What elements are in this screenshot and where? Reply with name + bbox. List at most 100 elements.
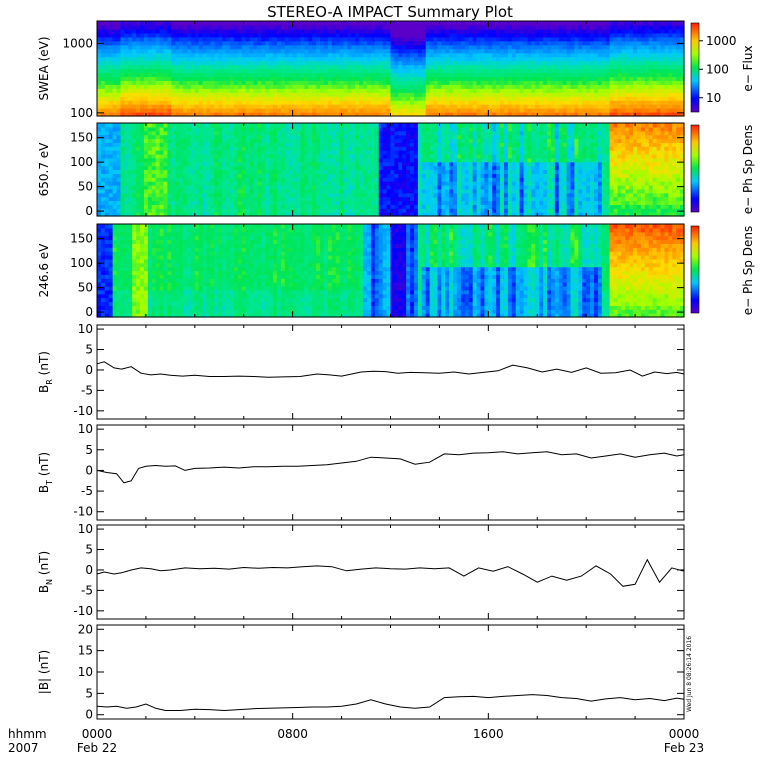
heatmap-cell bbox=[155, 24, 161, 30]
heatmap-cell bbox=[233, 48, 239, 54]
heatmap-cell bbox=[175, 154, 180, 159]
heatmap-cell bbox=[280, 204, 286, 209]
heatmap-cell bbox=[550, 24, 556, 30]
heatmap-cell bbox=[288, 60, 294, 66]
heatmap-cell bbox=[147, 165, 153, 171]
heatmap-cell bbox=[503, 48, 509, 54]
heatmap-cell bbox=[179, 165, 184, 171]
heatmap-cell bbox=[300, 204, 305, 209]
heatmap-cell bbox=[308, 92, 313, 97]
heatmap-cell bbox=[355, 28, 360, 34]
heatmap-cell bbox=[570, 112, 576, 117]
heatmap-cell bbox=[245, 146, 251, 151]
heatmap-cell bbox=[284, 76, 290, 81]
heatmap-cell bbox=[288, 157, 294, 163]
heatmap-cell bbox=[296, 112, 302, 117]
heatmap-cell bbox=[257, 204, 262, 209]
heatmap-cell bbox=[190, 169, 196, 174]
heatmap-cell bbox=[621, 84, 626, 89]
heatmap-cell bbox=[507, 76, 513, 81]
heatmap-cell bbox=[374, 72, 380, 78]
heatmap-cell bbox=[245, 108, 251, 113]
heatmap-cell bbox=[269, 154, 274, 159]
heatmap-cell bbox=[226, 24, 231, 30]
heatmap-cell bbox=[210, 21, 215, 26]
heatmap-cell bbox=[194, 134, 200, 140]
heatmap-cell bbox=[249, 28, 255, 34]
heatmap-cell bbox=[398, 64, 403, 70]
heatmap-cell bbox=[472, 32, 478, 38]
heatmap-cell bbox=[523, 24, 529, 30]
heatmap-cell bbox=[468, 64, 474, 70]
heatmap-cell bbox=[562, 52, 568, 58]
heatmap-cell bbox=[210, 154, 215, 159]
heatmap-cell bbox=[547, 72, 552, 78]
heatmap-cell bbox=[464, 92, 470, 97]
heatmap-cell bbox=[668, 21, 673, 26]
heatmap-cell bbox=[183, 48, 188, 54]
heatmap-cell bbox=[269, 142, 274, 147]
heatmap-cell bbox=[171, 208, 176, 213]
heatmap-cell bbox=[116, 134, 122, 140]
heatmap-cell bbox=[116, 142, 122, 147]
heatmap-cell bbox=[515, 48, 521, 54]
heatmap-cell bbox=[171, 40, 176, 46]
heatmap-cell bbox=[147, 68, 153, 74]
heatmap-cell bbox=[390, 40, 396, 46]
heatmap-cell bbox=[468, 56, 474, 62]
heatmap-cell bbox=[108, 150, 114, 155]
heatmap-cell bbox=[202, 32, 208, 38]
heatmap-cell bbox=[637, 36, 642, 42]
heatmap-cell bbox=[460, 88, 466, 93]
heatmap-cell bbox=[629, 84, 634, 89]
heatmap-cell bbox=[97, 146, 102, 151]
heatmap-cell bbox=[652, 64, 658, 70]
heatmap-cell bbox=[648, 36, 654, 42]
heatmap-cell bbox=[304, 56, 309, 62]
heatmap-cell bbox=[417, 80, 423, 85]
heatmap-cell bbox=[558, 36, 564, 42]
heatmap-cell bbox=[629, 80, 634, 85]
heatmap-cell bbox=[155, 134, 161, 140]
heatmap-cell bbox=[261, 173, 266, 178]
heatmap-cell bbox=[570, 100, 576, 105]
heatmap-cell bbox=[257, 188, 262, 194]
heatmap-cell bbox=[257, 88, 262, 93]
heatmap-cell bbox=[578, 36, 583, 42]
heatmap-cell bbox=[128, 208, 133, 213]
heatmap-cell bbox=[304, 32, 309, 38]
heatmap-cell bbox=[202, 56, 208, 62]
heatmap-cell bbox=[676, 21, 681, 26]
heatmap-cell bbox=[280, 200, 286, 205]
heatmap-cell bbox=[159, 134, 165, 140]
heatmap-cell bbox=[288, 192, 294, 198]
heatmap-cell bbox=[656, 44, 662, 50]
heatmap-cell bbox=[449, 36, 454, 42]
heatmap-cell bbox=[257, 138, 262, 143]
heatmap-cell bbox=[292, 32, 298, 38]
heatmap-cell bbox=[300, 64, 305, 70]
heatmap-cell bbox=[97, 150, 102, 155]
heatmap-cell bbox=[597, 76, 603, 81]
heatmap-cell bbox=[601, 96, 607, 101]
heatmap-cell bbox=[206, 68, 212, 74]
heatmap-cell bbox=[257, 32, 262, 38]
heatmap-cell bbox=[582, 21, 587, 26]
heatmap-cell bbox=[484, 108, 489, 113]
heatmap-cell bbox=[273, 188, 278, 194]
heatmap-cell bbox=[116, 24, 122, 30]
heatmap-cell bbox=[355, 112, 360, 117]
heatmap-cell bbox=[531, 76, 536, 81]
heatmap-cell bbox=[222, 88, 227, 93]
heatmap-cell bbox=[171, 88, 176, 93]
heatmap-cell bbox=[374, 36, 380, 42]
heatmap-cell bbox=[140, 60, 145, 66]
heatmap-cell bbox=[230, 40, 235, 46]
heatmap-cell bbox=[648, 21, 654, 26]
heatmap-cell bbox=[351, 84, 356, 89]
heatmap-cell bbox=[280, 88, 286, 93]
heatmap-cell bbox=[343, 80, 349, 85]
heatmap-cell bbox=[183, 56, 188, 62]
heatmap-cell bbox=[421, 112, 427, 117]
heatmap-cell bbox=[183, 146, 188, 151]
